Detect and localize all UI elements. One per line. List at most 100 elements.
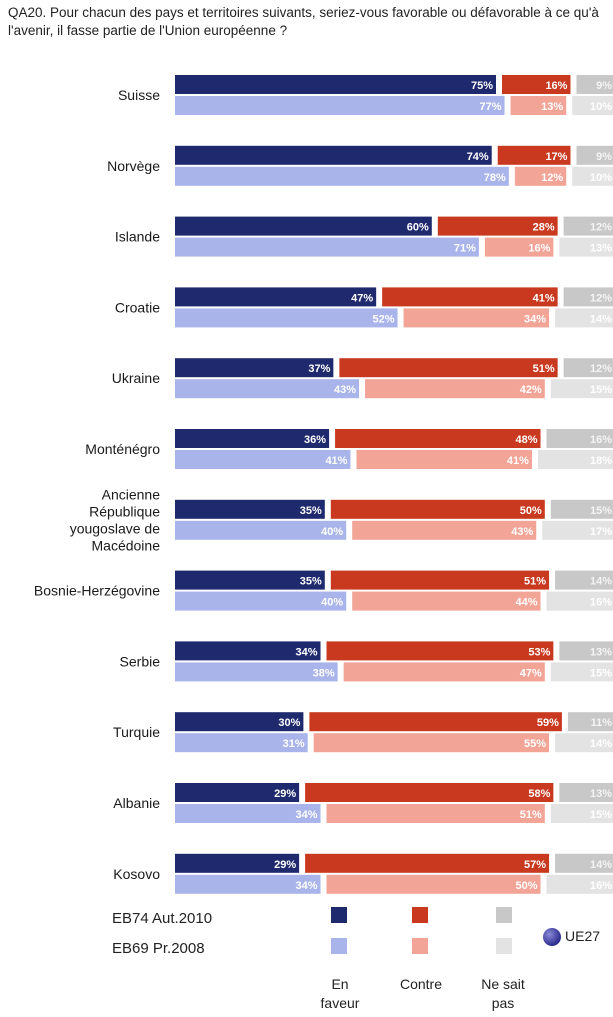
bar-contre-2008 [326, 874, 541, 894]
bar-contre-2010 [309, 712, 562, 732]
bar-en-faveur-2010 [175, 853, 300, 873]
bar-en-faveur-2008 [175, 450, 351, 469]
bar-en-faveur-2010 [175, 358, 334, 378]
bar-contre-2010 [305, 853, 550, 873]
data-label: 51% [520, 809, 542, 821]
bar-en-faveur-2008 [175, 591, 347, 611]
bar-en-faveur-2010 [175, 783, 300, 802]
data-label: 14% [590, 313, 612, 325]
bar-contre-2010 [497, 145, 571, 165]
bar-ne-sait-pas-2008 [550, 804, 613, 823]
bar-en-faveur-2008 [175, 379, 360, 399]
data-label: 77% [480, 101, 502, 113]
data-label: 29% [274, 788, 296, 800]
bar-en-faveur-2010 [175, 570, 325, 590]
data-label: 15% [590, 384, 612, 396]
data-label: 12% [590, 363, 612, 375]
category-label: Serbie [120, 653, 161, 669]
bar-ne-sait-pas-2010 [559, 641, 613, 661]
bar-contre-2008 [484, 237, 554, 257]
data-label: 34% [295, 646, 317, 658]
bar-ne-sait-pas-2008 [550, 662, 613, 682]
category-label: yougoslave de [70, 520, 161, 536]
bar-contre-2010 [326, 641, 554, 661]
category-label: Kosovo [113, 866, 160, 882]
bar-contre-2008 [365, 379, 545, 399]
data-label: 75% [471, 80, 493, 92]
data-label: 78% [484, 172, 506, 184]
bar-contre-2010 [437, 216, 558, 236]
data-label: 13% [590, 646, 612, 658]
data-label: 9% [596, 151, 612, 163]
bar-ne-sait-pas-2010 [546, 429, 613, 448]
bar-contre-2010 [335, 429, 541, 448]
data-label: 50% [520, 505, 542, 517]
category-label: Ancienne [102, 486, 161, 502]
data-label: 16% [545, 80, 567, 92]
bar-contre-2010 [330, 499, 545, 519]
data-label: 13% [590, 243, 612, 255]
data-label: 51% [533, 363, 555, 375]
data-label: 55% [524, 738, 546, 750]
data-label: 38% [313, 667, 335, 679]
bar-contre-2010 [502, 75, 571, 94]
data-label: 11% [591, 717, 613, 729]
bar-contre-2010 [339, 358, 558, 378]
data-label: 16% [590, 880, 612, 892]
bar-ne-sait-pas-2008 [546, 874, 613, 894]
bar-ne-sait-pas-2010 [559, 783, 613, 802]
bar-en-faveur-2008 [175, 733, 308, 753]
bar-contre-2008 [326, 804, 545, 823]
bar-contre-2010 [305, 783, 554, 802]
data-label: 51% [524, 576, 546, 588]
data-label: 37% [308, 363, 330, 375]
data-label: 12% [590, 222, 612, 234]
data-label: 50% [515, 880, 537, 892]
bar-ne-sait-pas-2008 [559, 237, 613, 257]
bar-en-faveur-2008 [175, 237, 479, 257]
bar-ne-sait-pas-2010 [563, 287, 613, 307]
category-label: Bosnie-Herzégovine [34, 583, 160, 599]
data-label: 44% [515, 597, 537, 609]
bar-contre-2008 [352, 520, 537, 540]
data-label: 12% [541, 172, 563, 184]
data-label: 43% [511, 526, 533, 538]
category-label: Turquie [113, 724, 160, 740]
category-label: Suisse [118, 87, 160, 103]
bar-contre-2008 [313, 733, 550, 753]
bar-en-faveur-2010 [175, 429, 330, 448]
data-label: 47% [351, 292, 373, 304]
data-label: 13% [541, 101, 563, 113]
bar-ne-sait-pas-2008 [572, 166, 613, 186]
bar-ne-sait-pas-2010 [567, 712, 613, 732]
bar-en-faveur-2010 [175, 499, 325, 519]
bar-contre-2010 [330, 570, 550, 590]
data-label: 34% [524, 313, 546, 325]
category-label: Macédoine [92, 537, 161, 553]
bar-ne-sait-pas-2008 [572, 96, 613, 115]
category-label: Norvège [107, 158, 160, 174]
data-label: 41% [325, 455, 347, 467]
bar-en-faveur-2008 [175, 166, 509, 186]
bar-ne-sait-pas-2010 [555, 570, 613, 590]
bar-ne-sait-pas-2008 [546, 591, 613, 611]
bar-en-faveur-2008 [175, 308, 398, 328]
data-label: 48% [515, 434, 537, 446]
data-label: 16% [528, 243, 550, 255]
bar-ne-sait-pas-2010 [563, 358, 613, 378]
data-label: 17% [545, 151, 567, 163]
bar-en-faveur-2008 [175, 520, 347, 540]
data-label: 10% [590, 101, 612, 113]
data-label: 47% [520, 667, 542, 679]
data-label: 14% [590, 738, 612, 750]
bar-en-faveur-2008 [175, 804, 321, 823]
category-label: Albanie [113, 795, 160, 811]
data-label: 10% [590, 172, 612, 184]
data-label: 58% [528, 788, 550, 800]
bar-ne-sait-pas-2008 [555, 733, 613, 753]
data-label: 42% [520, 384, 542, 396]
data-label: 60% [407, 222, 429, 234]
bar-en-faveur-2010 [175, 641, 321, 661]
bar-en-faveur-2008 [175, 874, 321, 894]
